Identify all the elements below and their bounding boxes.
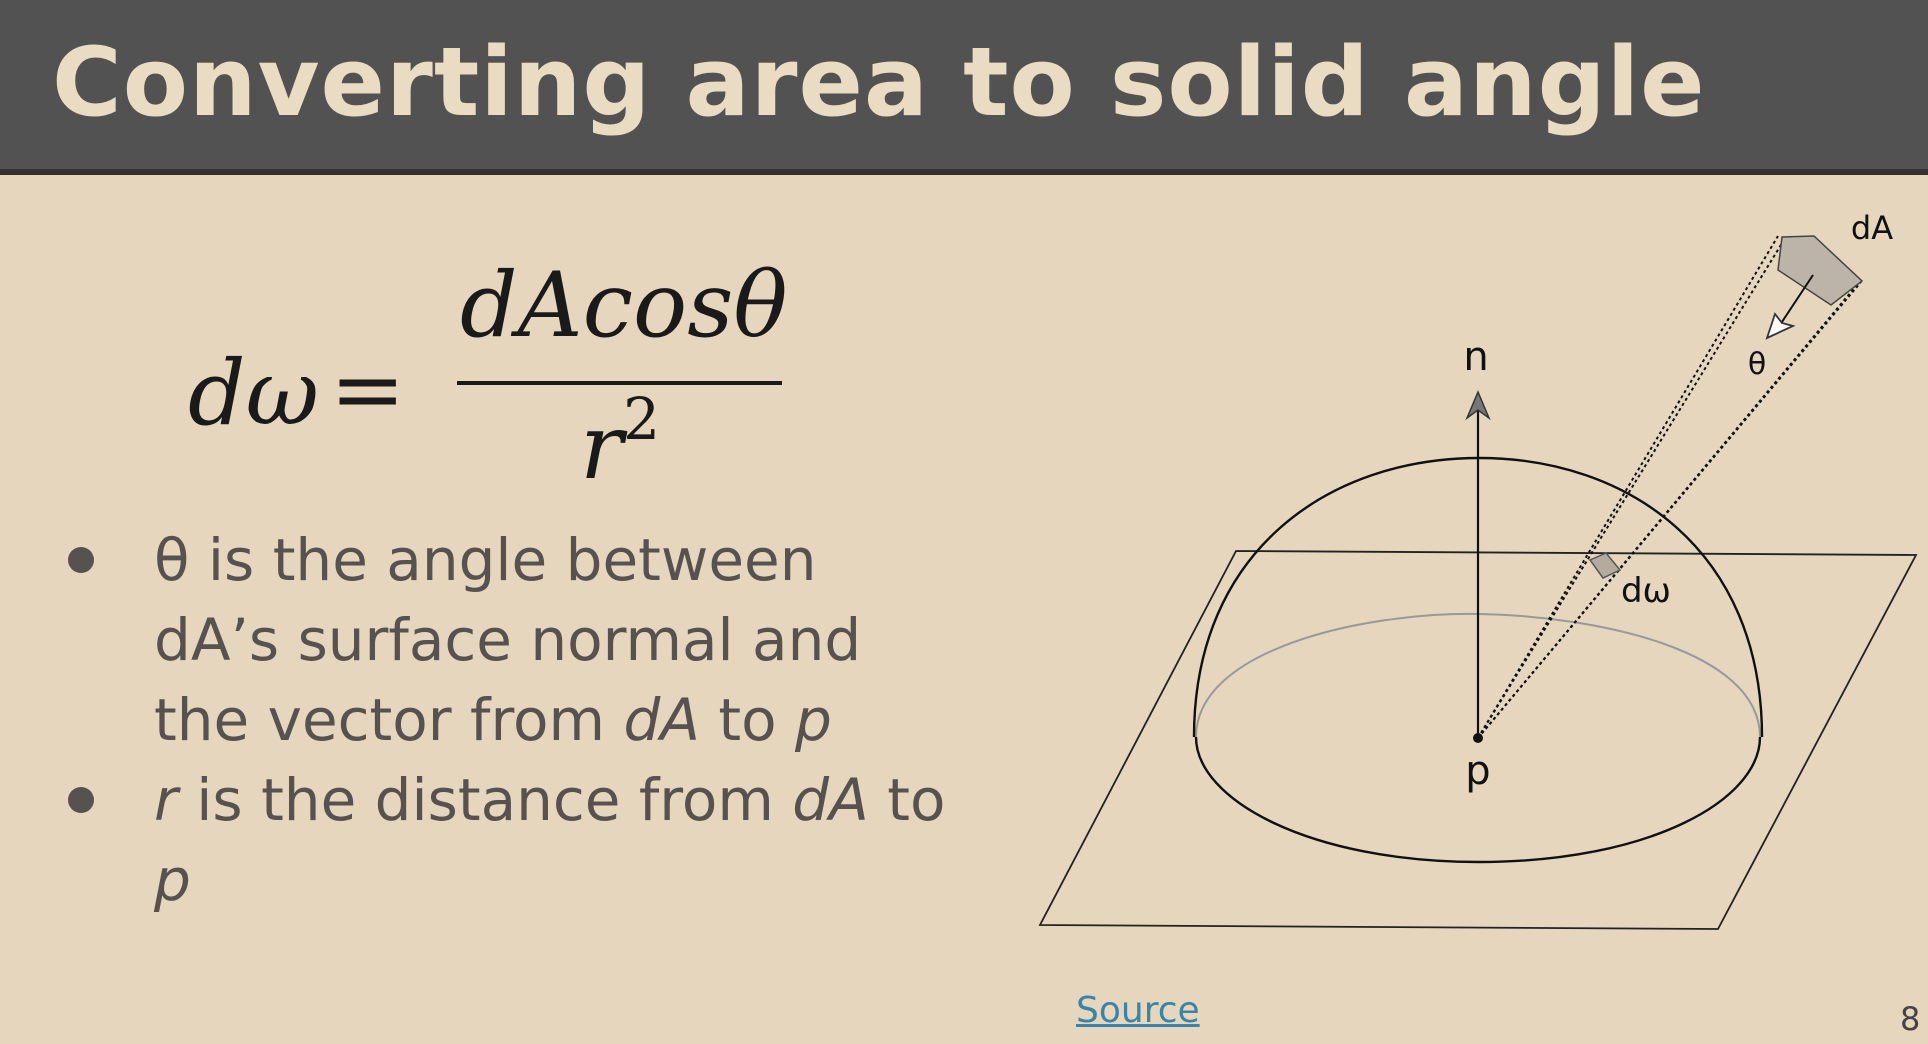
fraction-bar: [457, 381, 782, 385]
slide-title: Converting area to solid angle: [52, 28, 1706, 138]
bullet-item: θ is the angle between dA’s surface norm…: [60, 520, 960, 760]
bullet-text: θ is the angle between dA’s surface norm…: [154, 526, 862, 754]
source-link[interactable]: Source: [1076, 990, 1200, 1031]
bullet-emphasis: r: [154, 766, 178, 834]
label-dA: dA: [1851, 209, 1893, 247]
bullet-dot: [68, 787, 94, 813]
hemisphere-base-front: [1194, 736, 1762, 864]
bullet-list: θ is the angle between dA’s surface norm…: [60, 520, 960, 920]
label-d-omega: dω: [1621, 571, 1671, 611]
title-bar: Converting area to solid angle: [0, 0, 1928, 175]
area-element: [1777, 235, 1864, 306]
solid-angle-patch: [1588, 552, 1622, 579]
bullet-item: r is the distance from dA to p: [60, 760, 960, 920]
hemisphere-diagram: n p dA θ dω: [1038, 209, 1918, 930]
bullet-text: to: [699, 686, 796, 754]
bullet-emphasis: p: [795, 686, 832, 754]
solid-angle-formula: dω = dAcosθ r2: [180, 245, 800, 505]
bullet-emphasis: p: [154, 846, 191, 914]
formula-lhs: dω: [188, 341, 320, 446]
bullet-text: to: [868, 766, 946, 834]
ground-plane: [1038, 550, 1918, 930]
formula-denominator-base: r: [580, 395, 624, 500]
label-theta: θ: [1748, 347, 1766, 382]
page-number: 8: [1900, 1000, 1921, 1038]
label-p: p: [1465, 748, 1490, 794]
bullet-text: is the distance from: [177, 766, 793, 834]
projection-cone: [1477, 235, 1862, 739]
formula-denominator-exponent: 2: [623, 385, 660, 453]
bullet-emphasis: dA: [623, 686, 700, 754]
area-normal-arrowhead: [1765, 312, 1796, 340]
bullet-dot: [68, 547, 94, 573]
bullet-emphasis: dA: [792, 766, 869, 834]
formula-equals: =: [330, 337, 406, 442]
formula-numerator: dAcosθ: [460, 253, 788, 358]
formula-denominator: r2: [460, 385, 780, 500]
area-normal: [1775, 274, 1814, 332]
normal-arrowhead: [1465, 390, 1491, 421]
label-n: n: [1463, 334, 1488, 380]
